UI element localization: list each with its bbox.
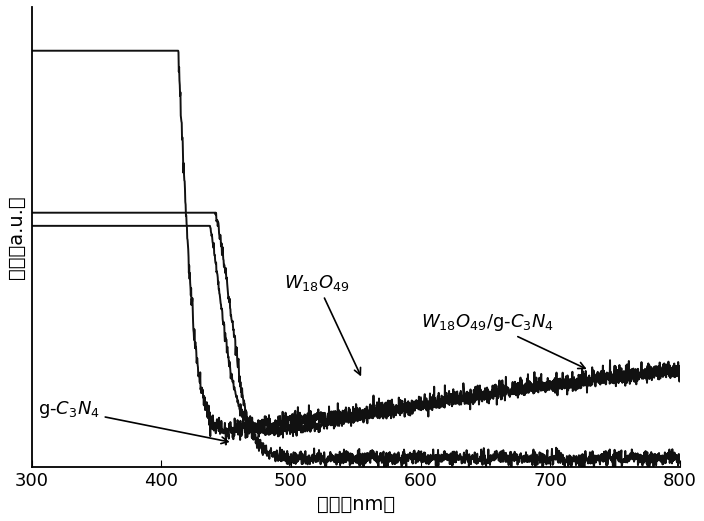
Y-axis label: 吸收（a.u.）: 吸收（a.u.） (7, 195, 26, 279)
X-axis label: 波长（nm）: 波长（nm） (317, 495, 395, 514)
Text: g-$C_3N_4$: g-$C_3N_4$ (38, 399, 228, 443)
Text: $W_{18}O_{49}$/g-$C_3N_4$: $W_{18}O_{49}$/g-$C_3N_4$ (421, 312, 585, 368)
Text: $W_{18}O_{49}$: $W_{18}O_{49}$ (284, 273, 360, 375)
